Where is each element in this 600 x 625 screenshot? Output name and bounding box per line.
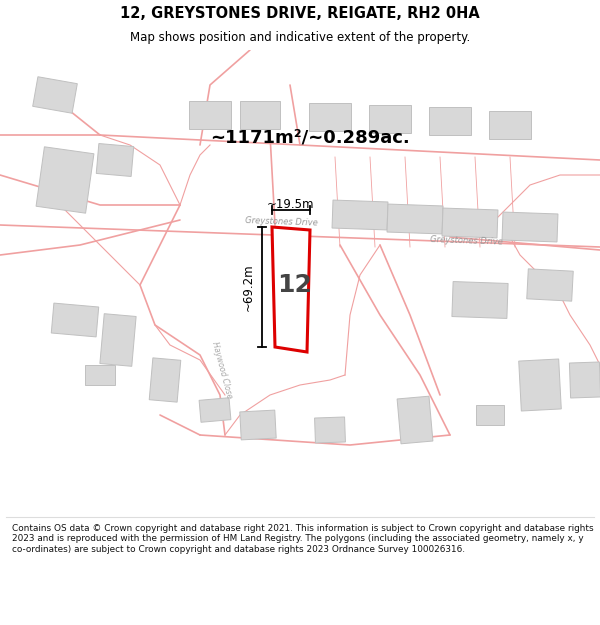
Bar: [199, 398, 231, 422]
Text: ~69.2m: ~69.2m: [242, 263, 255, 311]
Text: ~19.5m: ~19.5m: [267, 198, 315, 211]
Bar: [36, 147, 94, 213]
Bar: [96, 144, 134, 176]
Bar: [369, 105, 411, 133]
Bar: [189, 101, 231, 129]
Bar: [489, 111, 531, 139]
Bar: [100, 314, 136, 366]
Bar: [502, 212, 558, 242]
Bar: [452, 281, 508, 319]
Text: Greystones Drive: Greystones Drive: [245, 216, 318, 227]
Bar: [519, 359, 561, 411]
Bar: [429, 107, 471, 135]
Bar: [85, 365, 115, 385]
Bar: [332, 200, 388, 230]
Text: Greystones Drive: Greystones Drive: [430, 235, 503, 247]
Bar: [442, 208, 498, 238]
Bar: [32, 77, 77, 113]
Bar: [527, 269, 573, 301]
Bar: [149, 358, 181, 402]
Bar: [309, 103, 351, 131]
Bar: [569, 362, 600, 398]
Bar: [476, 405, 504, 425]
Text: Map shows position and indicative extent of the property.: Map shows position and indicative extent…: [130, 31, 470, 44]
Bar: [387, 204, 443, 234]
Bar: [314, 417, 346, 443]
Bar: [240, 101, 280, 129]
Bar: [397, 396, 433, 444]
Text: Contains OS data © Crown copyright and database right 2021. This information is : Contains OS data © Crown copyright and d…: [12, 524, 593, 554]
Text: Haywood Close: Haywood Close: [210, 341, 234, 399]
Text: 12: 12: [278, 273, 313, 297]
Text: ~1171m²/~0.289ac.: ~1171m²/~0.289ac.: [210, 128, 410, 146]
Text: 12, GREYSTONES DRIVE, REIGATE, RH2 0HA: 12, GREYSTONES DRIVE, REIGATE, RH2 0HA: [120, 6, 480, 21]
Polygon shape: [272, 227, 310, 352]
Bar: [51, 303, 99, 337]
Bar: [240, 410, 276, 440]
